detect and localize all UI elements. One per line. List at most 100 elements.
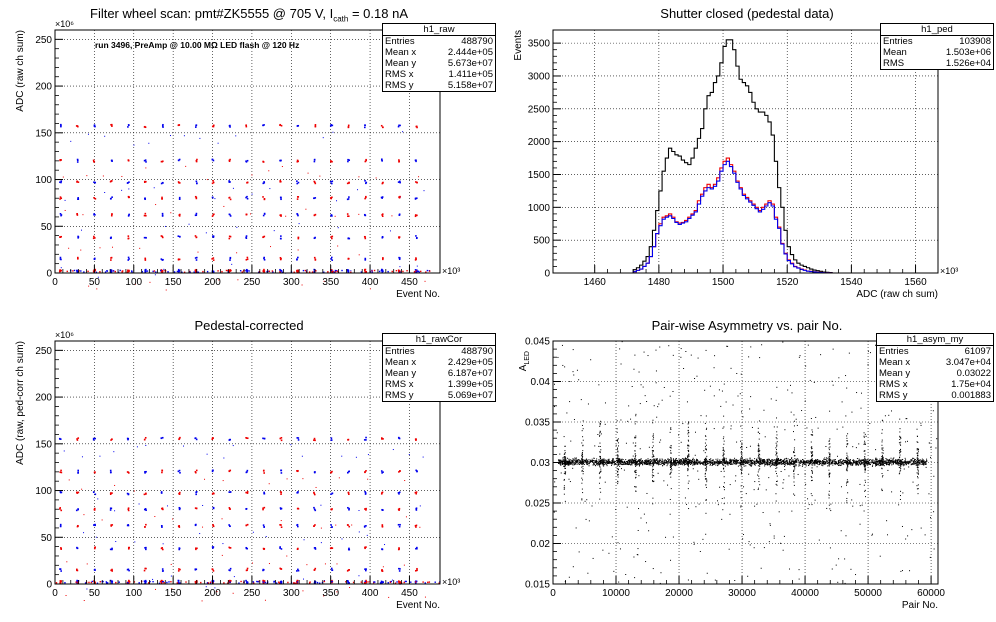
scan-point (127, 507, 130, 509)
asymmetry-point (693, 459, 695, 461)
asymmetry-point (659, 459, 661, 461)
asymmetry-point (908, 461, 910, 463)
scan-point (154, 588, 156, 590)
asymmetry-point (705, 460, 707, 462)
asymmetry-point (824, 458, 826, 460)
asymmetry-point (645, 459, 647, 461)
scan-point (279, 581, 282, 583)
scan-point (229, 469, 232, 472)
scan-point (381, 236, 384, 239)
asymmetry-point (814, 462, 816, 464)
asymmetry-point (687, 429, 689, 431)
scan-point (268, 270, 271, 272)
asymmetry-point (714, 461, 716, 463)
asymmetry-point (603, 460, 605, 462)
asymmetry-point (737, 465, 739, 467)
scan-point (161, 196, 163, 199)
asymmetry-point (713, 461, 715, 463)
scan-point (397, 492, 400, 494)
asymmetry-point (815, 460, 817, 462)
asymmetry-point (749, 458, 751, 460)
scan-point (262, 524, 265, 526)
stats-row: Mean y 6.187e+07 (385, 368, 493, 379)
x-axis-label: Event No. (396, 600, 440, 611)
scan-point (263, 580, 266, 582)
asymmetry-point (717, 463, 719, 465)
asymmetry-point (790, 462, 792, 464)
asymmetry-point (742, 460, 744, 462)
asymmetry-point (816, 463, 818, 465)
asymmetry-point (908, 460, 910, 462)
asymmetry-point (893, 457, 895, 459)
asymmetry-point (576, 460, 578, 462)
scan-point (262, 581, 264, 583)
scan-point (195, 469, 198, 472)
asymmetry-point (620, 463, 622, 465)
asymmetry-point (812, 461, 814, 463)
asymmetry-point (857, 464, 859, 466)
asymmetry-point (838, 459, 840, 461)
scan-point (60, 547, 62, 549)
asymmetry-point (849, 461, 851, 463)
asymmetry-point (599, 471, 601, 473)
scan-point (163, 582, 165, 584)
asymmetry-point (611, 460, 613, 462)
plot-area (55, 30, 440, 273)
scan-point (77, 258, 79, 260)
scan-point (314, 125, 317, 128)
scan-point (364, 124, 366, 127)
scan-point (398, 580, 400, 582)
x-tick-label: 1460 (584, 277, 607, 288)
asymmetry-point (734, 463, 736, 465)
scan-point (90, 581, 93, 584)
asymmetry-point (784, 461, 786, 463)
scan-point (93, 471, 96, 474)
asymmetry-point (603, 462, 605, 464)
scan-point (115, 581, 117, 584)
asymmetry-point (887, 461, 889, 463)
asymmetry-point (842, 461, 844, 463)
y-tick-label: 200 (35, 393, 52, 404)
scan-point (313, 269, 316, 271)
scan-point (364, 257, 367, 260)
scan-point (296, 579, 299, 582)
scan-point (331, 270, 333, 273)
scan-point (280, 215, 282, 217)
scan-point (262, 182, 265, 185)
asymmetry-point (795, 460, 797, 462)
asymmetry-point (771, 463, 773, 465)
asymmetry-point (772, 459, 774, 461)
asymmetry-point (823, 461, 825, 463)
scan-point (381, 438, 383, 440)
scan-point (59, 507, 61, 509)
scan-point (119, 269, 121, 272)
asymmetry-point (635, 461, 637, 463)
asymmetry-point (919, 462, 921, 464)
asymmetry-point (575, 459, 577, 461)
scan-point (246, 258, 249, 261)
asymmetry-point (839, 460, 841, 462)
scan-point (153, 187, 155, 189)
asymmetry-point (655, 461, 657, 463)
scan-point (114, 510, 116, 512)
asymmetry-point (821, 461, 823, 463)
asymmetry-point (652, 465, 654, 467)
scan-point (297, 160, 299, 163)
asymmetry-point (879, 462, 881, 464)
asymmetry-point (619, 463, 621, 465)
scan-point (185, 165, 187, 167)
asymmetry-point (704, 475, 706, 477)
asymmetry-point (713, 463, 715, 465)
asymmetry-point (638, 459, 640, 461)
scan-point (367, 581, 369, 583)
scan-point (218, 279, 220, 281)
asymmetry-point (619, 459, 621, 461)
asymmetry-point (774, 459, 776, 461)
asymmetry-point (601, 463, 603, 465)
asymmetry-point (770, 464, 772, 466)
asymmetry-point (613, 458, 615, 460)
asymmetry-point (619, 462, 621, 464)
scan-point (382, 126, 384, 129)
scan-point (144, 436, 147, 439)
asymmetry-point (921, 463, 923, 465)
